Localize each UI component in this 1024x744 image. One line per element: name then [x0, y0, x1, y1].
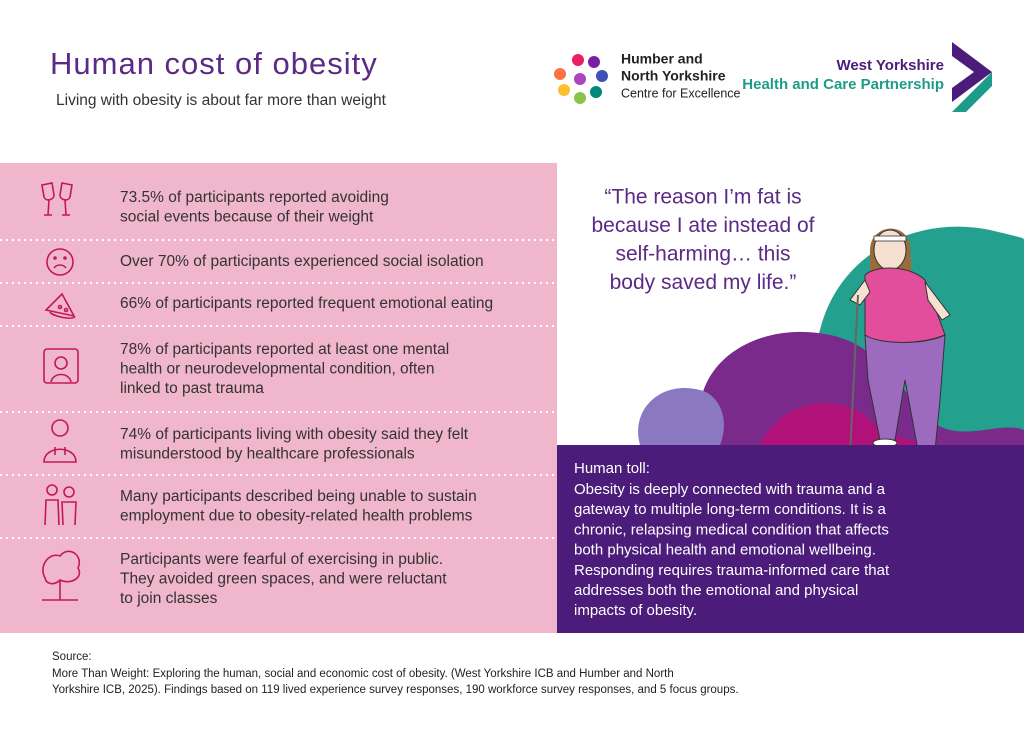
stat-text: social events because of their weight	[120, 209, 374, 226]
stat-text: to join classes	[120, 590, 218, 607]
source-heading: Source:	[52, 651, 92, 663]
stat-text: health or neurodevelopmental condition, …	[120, 361, 435, 378]
wy-logo-mark	[952, 42, 992, 102]
toll-text: both physical health and emotional wellb…	[574, 542, 876, 559]
logo-text: Centre for Excellence	[621, 86, 741, 100]
quote-text: because I ate instead of	[592, 214, 815, 237]
icon-screen	[43, 348, 79, 384]
toll-box	[557, 445, 1024, 633]
stat-text: 73.5% of participants reported avoiding	[120, 189, 389, 206]
stat-text: They avoided green spaces, and were relu…	[120, 571, 447, 588]
logo-text: Humber and	[621, 51, 703, 67]
toll-text: Obesity is deeply connected with trauma …	[574, 481, 886, 498]
stat-text: Over 70% of participants experienced soc…	[120, 253, 484, 270]
icon-tree	[42, 550, 81, 601]
icon-glasses	[41, 182, 73, 216]
stat-text: 78% of participants reported at least on…	[120, 341, 449, 358]
source-text: Yorkshire ICB, 2025). Findings based on …	[52, 684, 739, 696]
toll-heading: Human toll:	[574, 460, 650, 477]
stat-text: 66% of participants reported frequent em…	[120, 295, 493, 312]
logo-text: West Yorkshire	[836, 57, 944, 74]
stat-text: Participants were fearful of exercising …	[120, 551, 443, 568]
stat-text: employment due to obesity-related health…	[120, 508, 473, 525]
blob	[638, 388, 724, 445]
icon-doctor	[43, 419, 77, 463]
stats-panel	[0, 163, 557, 633]
blob	[760, 402, 980, 447]
hny-logo-mark	[554, 54, 608, 104]
quote-text: body saved my life.”	[610, 271, 797, 294]
logo-text: North Yorkshire	[621, 68, 726, 84]
toll-text: addresses both the emotional and physica…	[574, 582, 858, 599]
blob	[699, 331, 1024, 445]
stat-text: Many participants described being unable…	[120, 488, 477, 505]
wy-logo-mark	[952, 72, 992, 112]
illustration	[849, 228, 951, 462]
stat-text: 74% of participants living with obesity …	[120, 426, 469, 443]
stat-text: linked to past trauma	[120, 380, 264, 397]
title: Human cost of obesity	[50, 46, 378, 81]
quote-text: self-harming… this	[615, 243, 790, 266]
toll-text: Responding requires trauma-informed care…	[574, 562, 890, 579]
toll-text: gateway to multiple long-term conditions…	[574, 501, 886, 518]
icon-people	[44, 484, 77, 526]
quote-text: “The reason I’m fat is	[604, 186, 801, 209]
toll-text: chronic, relapsing medical condition tha…	[574, 521, 889, 538]
subtitle: Living with obesity is about far more th…	[56, 92, 387, 109]
logo-text: Health and Care Partnership	[742, 76, 944, 93]
icon-sad-face	[46, 248, 74, 276]
icon-pizza	[44, 292, 76, 319]
source-text: More Than Weight: Exploring the human, s…	[52, 668, 674, 680]
toll-text: impacts of obesity.	[574, 602, 697, 619]
stat-text: misunderstood by healthcare professional…	[120, 446, 415, 463]
